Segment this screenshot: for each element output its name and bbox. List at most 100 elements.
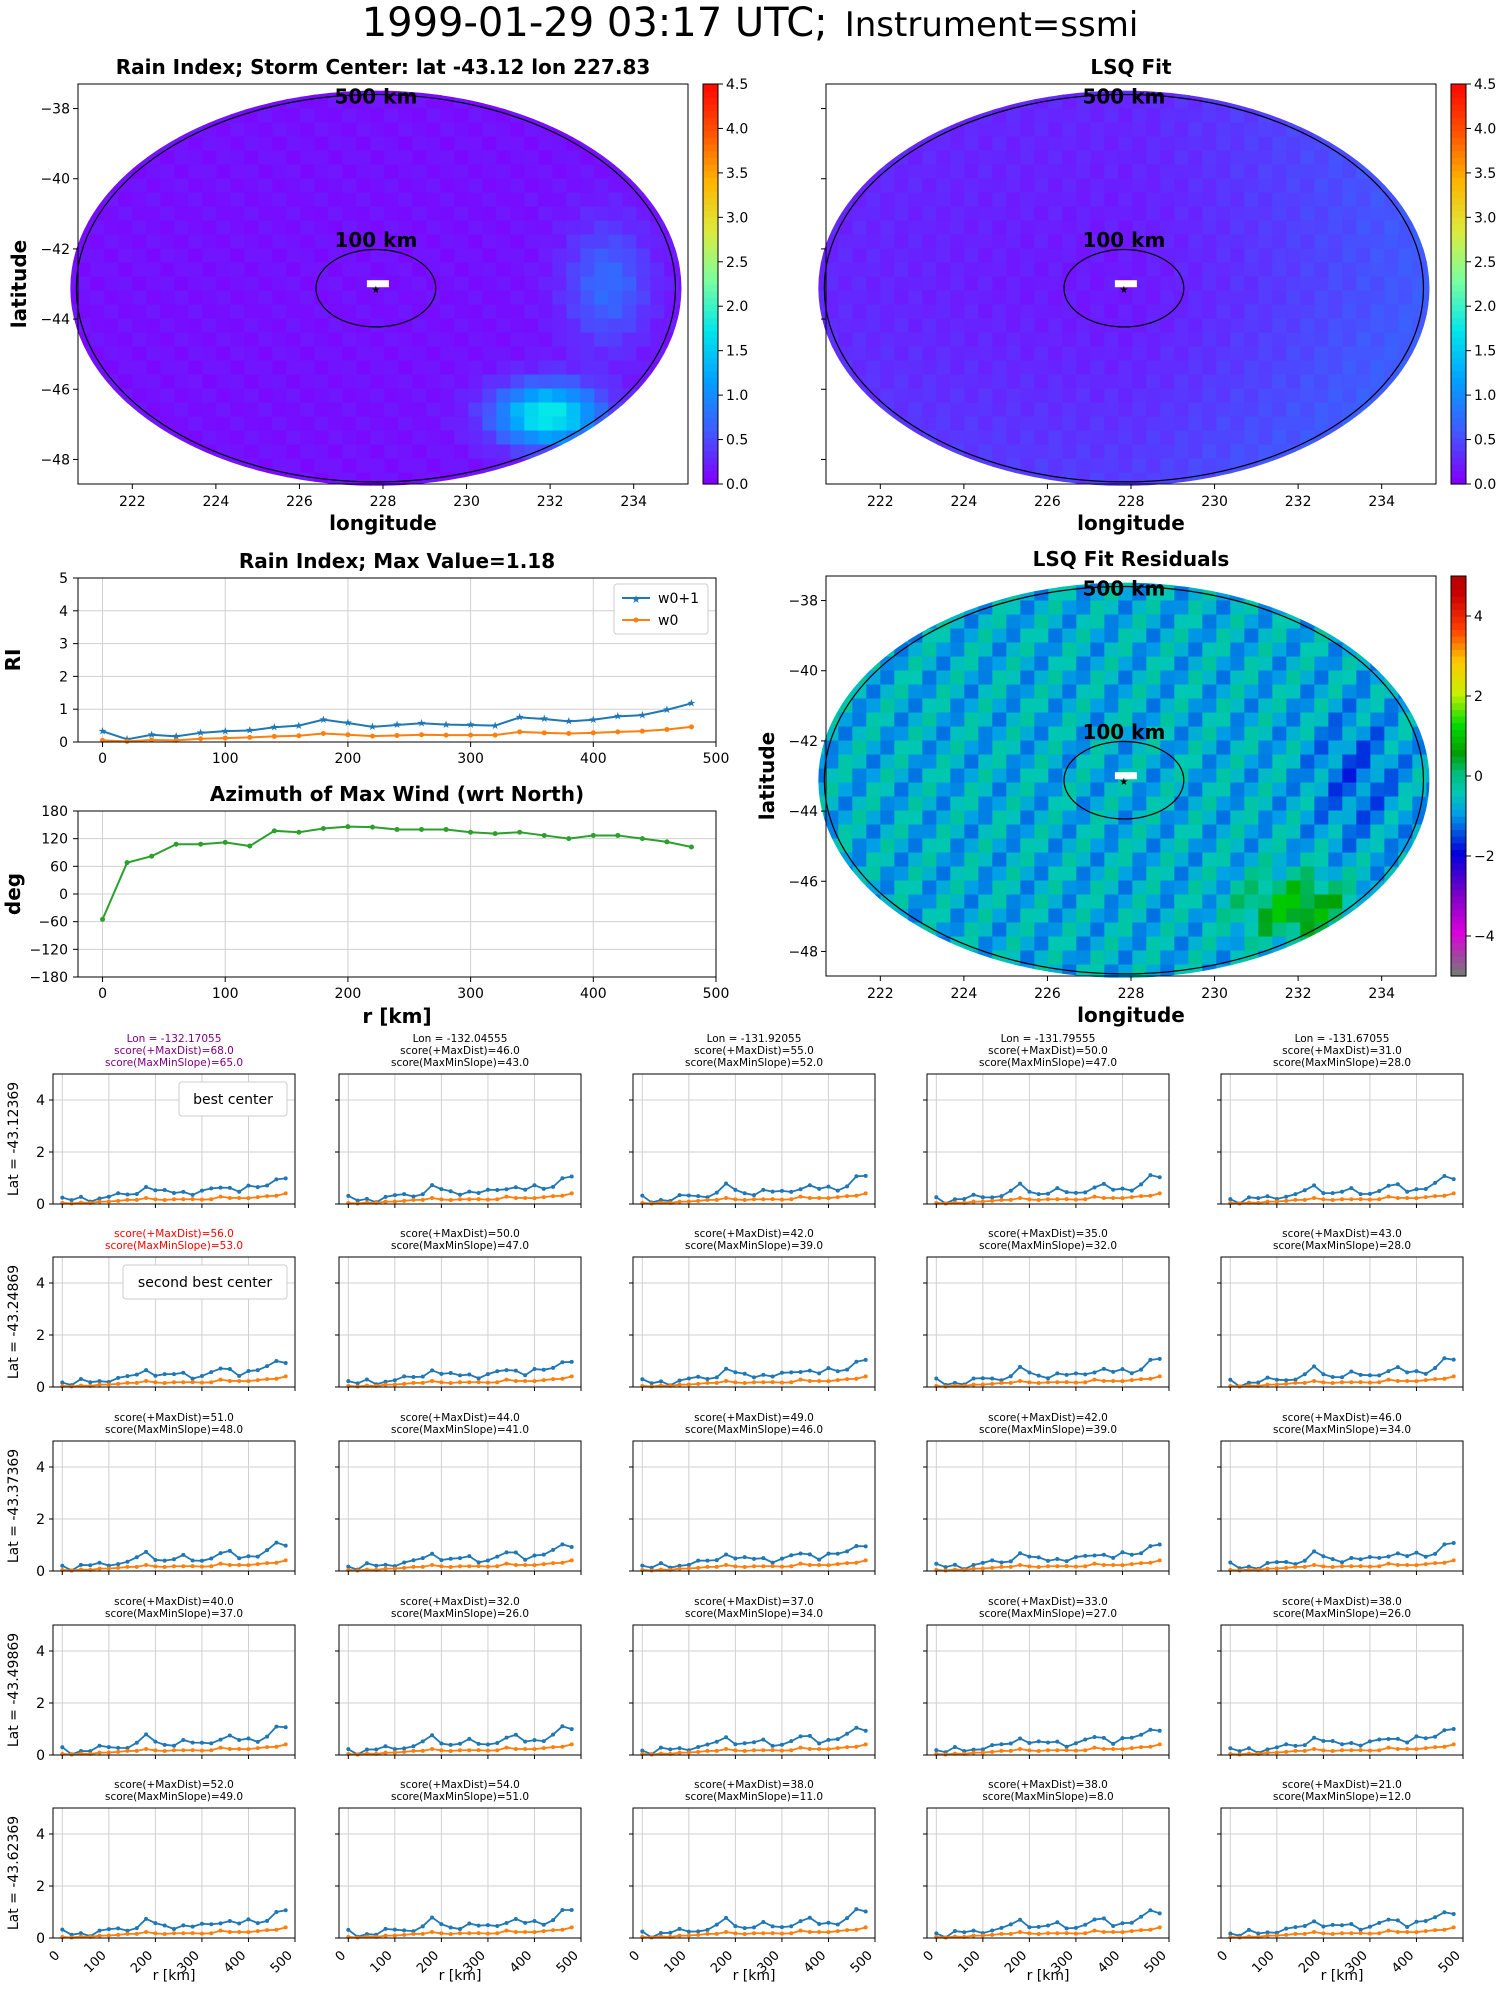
map3-ring-500 xyxy=(823,585,1425,975)
map1-cell xyxy=(1090,416,1106,432)
map1-cell xyxy=(1384,276,1400,292)
map1-cell xyxy=(1342,220,1358,236)
map1-cell xyxy=(1216,262,1232,278)
map3-cell xyxy=(1146,852,1162,868)
grid-r1-c0-series-w0p1-marker xyxy=(134,1372,139,1377)
map3-cell xyxy=(1006,684,1022,700)
map3-cell xyxy=(922,880,938,896)
map3-cell xyxy=(1412,908,1428,924)
map3-cell xyxy=(908,922,924,938)
map0-cell xyxy=(76,234,92,250)
map3-colorbar-swatch xyxy=(1451,756,1466,764)
map3-cell xyxy=(1370,614,1386,630)
map0-colorbar-tick-label: 2.5 xyxy=(726,255,748,271)
map1-cell xyxy=(1076,108,1092,124)
map3-cell xyxy=(1272,670,1288,686)
map3-cell xyxy=(908,600,924,616)
map1-cell xyxy=(880,472,896,486)
map1-cell xyxy=(1426,206,1430,222)
map0-colorbar-swatch xyxy=(703,430,718,438)
map3-cell xyxy=(894,698,910,714)
map3-cell xyxy=(922,796,938,812)
map3-cell xyxy=(1062,852,1078,868)
map0-cell xyxy=(636,304,652,320)
map3-cell xyxy=(1118,908,1134,924)
map0-cell xyxy=(202,388,218,404)
map1-cell xyxy=(1048,234,1064,250)
map3-cell xyxy=(1118,726,1134,742)
map3-cell xyxy=(1384,796,1400,812)
map1-label-100: 100 km xyxy=(1082,228,1165,252)
map0-cell xyxy=(594,472,610,486)
map3-cell xyxy=(1104,642,1120,658)
grid-r0-c2-series-w0p1-marker xyxy=(789,1189,794,1194)
map0-cell xyxy=(258,150,274,166)
map3-cell xyxy=(1160,656,1176,672)
map3-cell xyxy=(1202,852,1218,868)
map1-cell xyxy=(1034,290,1050,306)
map0-cell xyxy=(370,430,386,446)
az-series-marker xyxy=(198,841,204,847)
map0-cell xyxy=(608,136,624,152)
map3-cell xyxy=(1216,740,1232,756)
map0-cell xyxy=(104,360,120,376)
map1-cell xyxy=(838,318,854,334)
map1-cell xyxy=(1300,108,1316,124)
map1-cell xyxy=(1104,94,1120,110)
grid-r0-c0-header-line: Lon = -132.17055 xyxy=(127,1033,222,1045)
map3-cell xyxy=(894,782,910,798)
map0-cell xyxy=(608,416,624,432)
map1-cell xyxy=(1174,94,1190,110)
map1-cell xyxy=(1426,178,1430,194)
map0-cell xyxy=(76,290,92,306)
map3-cell xyxy=(1048,698,1064,714)
map3-cell xyxy=(880,684,896,700)
map1-cell xyxy=(1132,122,1148,138)
map1-cell xyxy=(1398,332,1414,348)
map0-cell xyxy=(132,402,148,418)
ri-series-w0p1-marker: ★ xyxy=(638,709,647,721)
map1-cell xyxy=(1272,444,1288,460)
map0-cell xyxy=(468,346,484,362)
map1-cell xyxy=(1006,262,1022,278)
map0-cell xyxy=(566,290,582,306)
map0-cell xyxy=(678,164,682,180)
grid-r1-c0-series-w0p1-marker xyxy=(97,1379,102,1384)
map1-cell xyxy=(1160,444,1176,460)
map1-cell xyxy=(922,262,938,278)
map0-cell xyxy=(678,430,682,446)
map1-cell xyxy=(1076,487,1091,502)
map1-cell xyxy=(1328,136,1344,152)
map3-cell xyxy=(978,810,994,826)
map0-cell xyxy=(398,108,414,124)
map0-cell xyxy=(244,374,260,390)
map1-cell xyxy=(1286,248,1302,264)
map0-cell xyxy=(398,360,414,376)
map0-cell xyxy=(174,108,190,124)
map0-cell xyxy=(678,332,682,348)
map0-colorbar-swatch xyxy=(703,317,718,325)
map0-cell xyxy=(580,192,596,208)
map0-cell xyxy=(496,304,512,320)
map1-cell xyxy=(1202,374,1218,390)
map0-cell xyxy=(468,164,484,180)
map3-cell xyxy=(992,894,1008,910)
map0-cell xyxy=(146,108,162,124)
grid-r0-c1-series-w0-marker xyxy=(485,1197,490,1202)
map3-cell xyxy=(1398,866,1414,882)
ri-series-w0p1-marker: ★ xyxy=(441,719,450,731)
map1-cell xyxy=(1398,150,1414,166)
map3-cell xyxy=(1034,712,1050,728)
map0-cell xyxy=(356,304,372,320)
map1-cell xyxy=(1048,90,1064,96)
map1-cell xyxy=(1426,402,1430,418)
map3-cell xyxy=(1342,810,1358,826)
map0-cell xyxy=(216,122,232,138)
map3-cell xyxy=(1370,950,1386,966)
map3-cell xyxy=(866,824,882,840)
map0-cell xyxy=(146,94,162,110)
map0-cell xyxy=(426,108,442,124)
map3-cell xyxy=(908,698,924,714)
map1-cell xyxy=(1034,234,1050,250)
map3-cell xyxy=(1090,670,1106,686)
